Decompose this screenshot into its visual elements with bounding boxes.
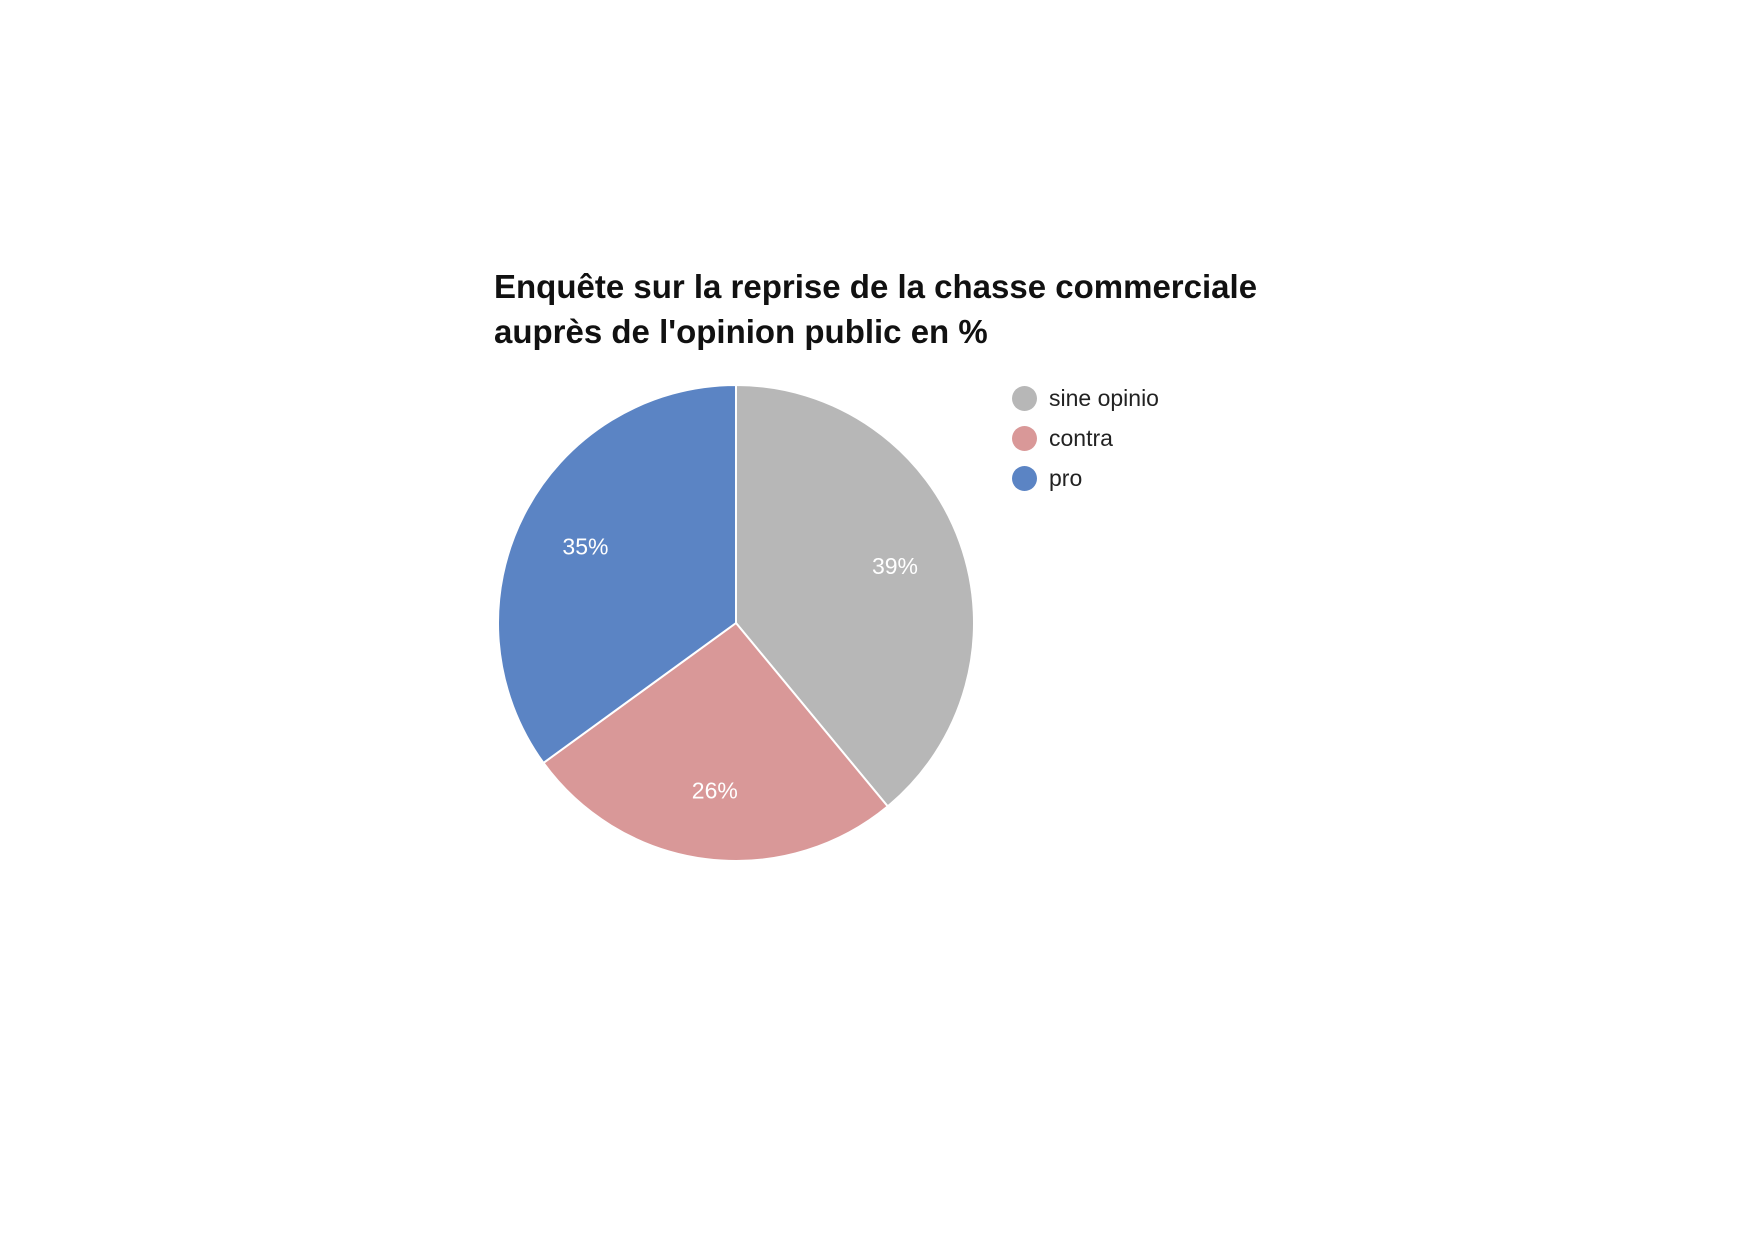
legend-item-contra[interactable]: contra — [1012, 418, 1159, 458]
pie-slice-label: 39% — [872, 553, 918, 579]
legend-label: sine opinio — [1049, 384, 1159, 411]
pie-slice-label: 35% — [562, 533, 608, 559]
pie-slice-pro[interactable] — [497, 383, 737, 765]
legend-item-pro[interactable]: pro — [1012, 458, 1159, 498]
legend-item-sine-opinio[interactable]: sine opinio — [1012, 378, 1159, 418]
legend-swatch-icon — [1012, 385, 1037, 411]
chart-title-line-1: Enquête sur la reprise de la chasse comm… — [494, 268, 1258, 305]
pie-slices — [497, 383, 975, 862]
pie-slice-contra[interactable] — [542, 621, 890, 862]
legend-swatch-icon — [1012, 465, 1037, 491]
chart-title: Enquête sur la reprise de la chasse comm… — [494, 264, 1354, 354]
legend-label: contra — [1049, 424, 1113, 451]
pie-slice-label: 26% — [692, 778, 738, 804]
legend: sine opinio contra pro — [1012, 378, 1159, 498]
pie-slice-labels: 39% 26% 35% — [562, 533, 918, 803]
pie-slice-sine-opinio[interactable] — [735, 383, 975, 808]
legend-swatch-icon — [1012, 425, 1037, 451]
chart-title-line-2: auprès de l'opinion public en % — [494, 313, 988, 350]
legend-label: pro — [1049, 464, 1083, 491]
